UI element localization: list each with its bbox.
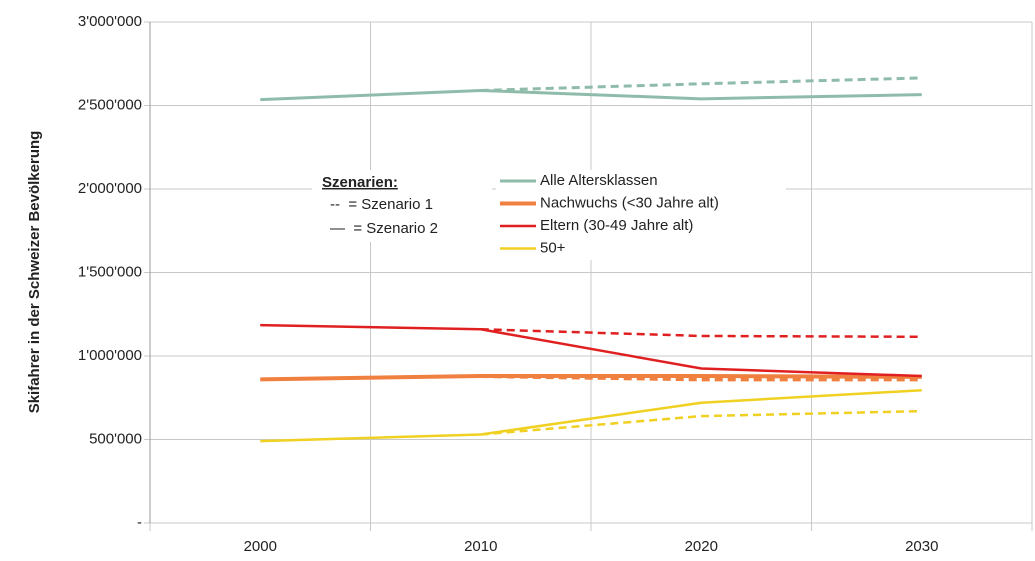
legend-label: 50+ <box>540 239 566 256</box>
line-scenario-2 <box>260 88 922 102</box>
y-tick-label: 2'500'000 <box>78 96 142 113</box>
scenario-legend-item: — = Szenario 2 <box>330 220 438 237</box>
line-scenario-1 <box>480 328 922 339</box>
y-axis-label: Skifahrer in der Schweizer Bevölkerung <box>26 131 43 414</box>
scenario-legend-background <box>312 170 492 242</box>
legend-label: Alle Altersklassen <box>540 172 658 189</box>
y-tick-label: 1'500'000 <box>78 263 142 280</box>
y-tick-label: 2'000'000 <box>78 180 142 197</box>
legend-label: Nachwuchs (<30 Jahre alt) <box>540 194 719 211</box>
x-tick-label: 2020 <box>685 538 718 555</box>
line-scenario-1 <box>480 76 922 92</box>
y-tick-label: 3'000'000 <box>78 13 142 30</box>
line-scenario-2 <box>260 374 922 382</box>
line-scenario-1 <box>480 409 922 436</box>
line-scenario-1 <box>480 374 922 382</box>
scenario-legend-title: Szenarien: <box>322 174 398 191</box>
x-tick-label: 2000 <box>244 538 277 555</box>
y-tick-label: - <box>137 514 142 531</box>
legend-background <box>496 170 786 260</box>
scenario-legend-item: -- = Szenario 1 <box>330 196 433 213</box>
line-scenario-2 <box>260 323 922 378</box>
y-tick-label: 1'000'000 <box>78 347 142 364</box>
legend-label: Eltern (30-49 Jahre alt) <box>540 217 693 234</box>
line-scenario-2 <box>260 388 922 443</box>
y-tick-label: 500'000 <box>89 430 142 447</box>
x-tick-label: 2010 <box>464 538 497 555</box>
x-tick-label: 2030 <box>905 538 938 555</box>
